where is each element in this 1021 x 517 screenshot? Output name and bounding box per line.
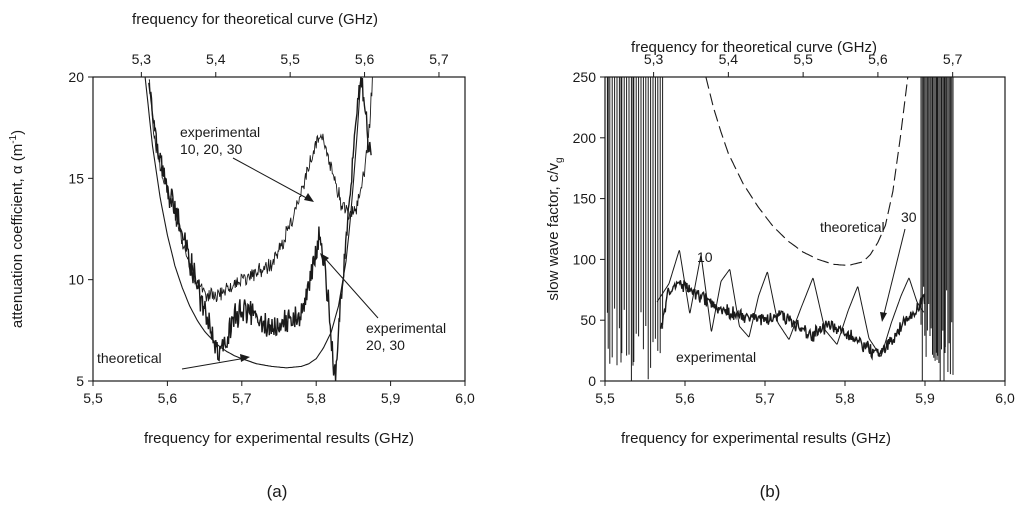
panel-a-y-axis-label-main: attenuation coefficient, α (m (9, 144, 26, 328)
panel-b-annot-30-arrow (882, 228, 906, 319)
x-top-tick-label: 5,7 (943, 51, 963, 67)
panel-a-annotation-theoretical: theoretical (97, 350, 250, 370)
panel-b-y-axis-label-main: slow wave factor, c/v (545, 163, 562, 301)
panel-a-annot-exp1-arrow (232, 157, 313, 202)
panel-a-annot-exp2-arrowhead (320, 253, 329, 263)
y-tick-label: 100 (573, 251, 597, 267)
panel-b-annot-30-arrowhead (880, 312, 887, 322)
panel-a-annotation-exp-20-30: experimental 20, 30 (320, 253, 446, 353)
y-tick-label: 250 (573, 69, 597, 85)
series-spikes (604, 77, 954, 381)
x-tick-label: 5,6 (675, 390, 695, 406)
panel-a-top-ticks: 5,3 5,4 5,5 5,6 5,7 (132, 51, 449, 77)
y-tick-label: 50 (580, 312, 596, 328)
panel-a-y-axis-label: attenuation coefficient, α (m-1) (8, 130, 26, 328)
x-top-tick-label: 5,5 (793, 51, 813, 67)
panel-b-bottom-ticks: 5,5 5,6 5,7 5,8 5,9 6,0 (595, 381, 1015, 406)
panel-b-annot-10: 10 (697, 249, 713, 265)
panel-a-annot-exp1-line2: 10, 20, 30 (180, 141, 242, 157)
x-top-tick-label: 5,6 (355, 51, 375, 67)
panel-a-annot-exp2-arrow (321, 254, 379, 319)
panel-a-series (144, 76, 373, 382)
y-tick-label: 0 (588, 373, 596, 389)
y-tick-label: 200 (573, 130, 597, 146)
panel-a-y-axis-label-sup: -1 (8, 134, 19, 143)
panel-b-annot-experimental: experimental (676, 349, 756, 365)
panel-a-annot-theoretical-label: theoretical (97, 350, 162, 366)
panel-a-annotation-exp-10-20-30: experimental 10, 20, 30 (180, 124, 314, 202)
x-tick-label: 5,5 (595, 390, 615, 406)
x-top-tick-label: 5,6 (868, 51, 888, 67)
panel-b-chart: frequency for theoretical curve (GHz) 5,… (545, 39, 1015, 501)
series-theoretical (705, 76, 909, 267)
panel-a-frame (92, 76, 466, 382)
panel-a-label: (a) (267, 482, 288, 501)
x-tick-label: 5,7 (755, 390, 775, 406)
x-top-tick-label: 5,5 (280, 51, 300, 67)
x-tick-label: 5,6 (158, 390, 178, 406)
panel-a-annot-theo-arrowhead (240, 354, 250, 362)
x-top-tick-label: 5,3 (644, 51, 664, 67)
series-run-10 (656, 250, 925, 357)
x-tick-label: 6,0 (995, 390, 1015, 406)
series-exp-20-30 (148, 76, 372, 382)
x-top-tick-label: 5,4 (719, 51, 739, 67)
panel-a-top-axis-label: frequency for theoretical curve (GHz) (132, 11, 378, 28)
x-top-tick-label: 5,4 (206, 51, 226, 67)
x-tick-label: 5,8 (306, 390, 326, 406)
y-tick-label: 10 (68, 272, 84, 288)
x-top-tick-label: 5,3 (132, 51, 152, 67)
panel-a-annot-exp2-line1: experimental (366, 320, 446, 336)
panel-b-left-ticks: 0 50 100 150 200 250 (573, 69, 605, 389)
x-tick-label: 6,0 (455, 390, 475, 406)
panel-a-left-ticks: 5 10 15 20 (68, 69, 93, 389)
panel-b-y-axis-label: slow wave factor, c/vg (545, 157, 565, 300)
panel-a-annot-theo-arrow (181, 357, 247, 370)
panel-b-label: (b) (760, 482, 781, 501)
x-tick-label: 5,9 (381, 390, 401, 406)
panel-b-frame (604, 76, 1006, 382)
panel-a-annot-exp1-line1: experimental (180, 124, 260, 140)
x-tick-label: 5,7 (232, 390, 252, 406)
panel-a-annot-exp1-arrowhead (304, 193, 314, 202)
y-tick-label: 15 (68, 170, 84, 186)
x-tick-label: 5,8 (835, 390, 855, 406)
panel-a-bottom-ticks: 5,5 5,6 5,7 5,8 5,9 6,0 (83, 381, 475, 406)
y-tick-label: 20 (68, 69, 84, 85)
panel-b-top-ticks: 5,3 5,4 5,5 5,6 5,7 (644, 51, 963, 77)
panel-a-y-axis-label-end: ) (9, 130, 26, 135)
panel-a-x-axis-label: frequency for experimental results (GHz) (144, 430, 414, 447)
series-theoretical (144, 76, 364, 369)
panel-b-annot-30: 30 (901, 209, 917, 225)
panel-a-annot-exp2-line2: 20, 30 (366, 337, 405, 353)
series-experimental (660, 280, 926, 361)
x-tick-label: 5,5 (83, 390, 103, 406)
panel-b-series (604, 76, 954, 381)
series-exp-10-20-30 (148, 76, 373, 303)
panel-b-x-axis-label: frequency for experimental results (GHz) (621, 430, 891, 447)
panel-b-top-axis-label: frequency for theoretical curve (GHz) (631, 39, 877, 56)
x-tick-label: 5,9 (915, 390, 935, 406)
y-tick-label: 150 (573, 191, 597, 207)
panel-b-annotation-30: 30 (880, 209, 917, 322)
panel-a-chart: frequency for theoretical curve (GHz) 5,… (8, 11, 475, 501)
panel-b-annot-theoretical: theoretical (820, 219, 885, 235)
x-top-tick-label: 5,7 (429, 51, 449, 67)
panel-b-y-axis-label-sub: g (554, 157, 565, 163)
y-tick-label: 5 (76, 373, 84, 389)
